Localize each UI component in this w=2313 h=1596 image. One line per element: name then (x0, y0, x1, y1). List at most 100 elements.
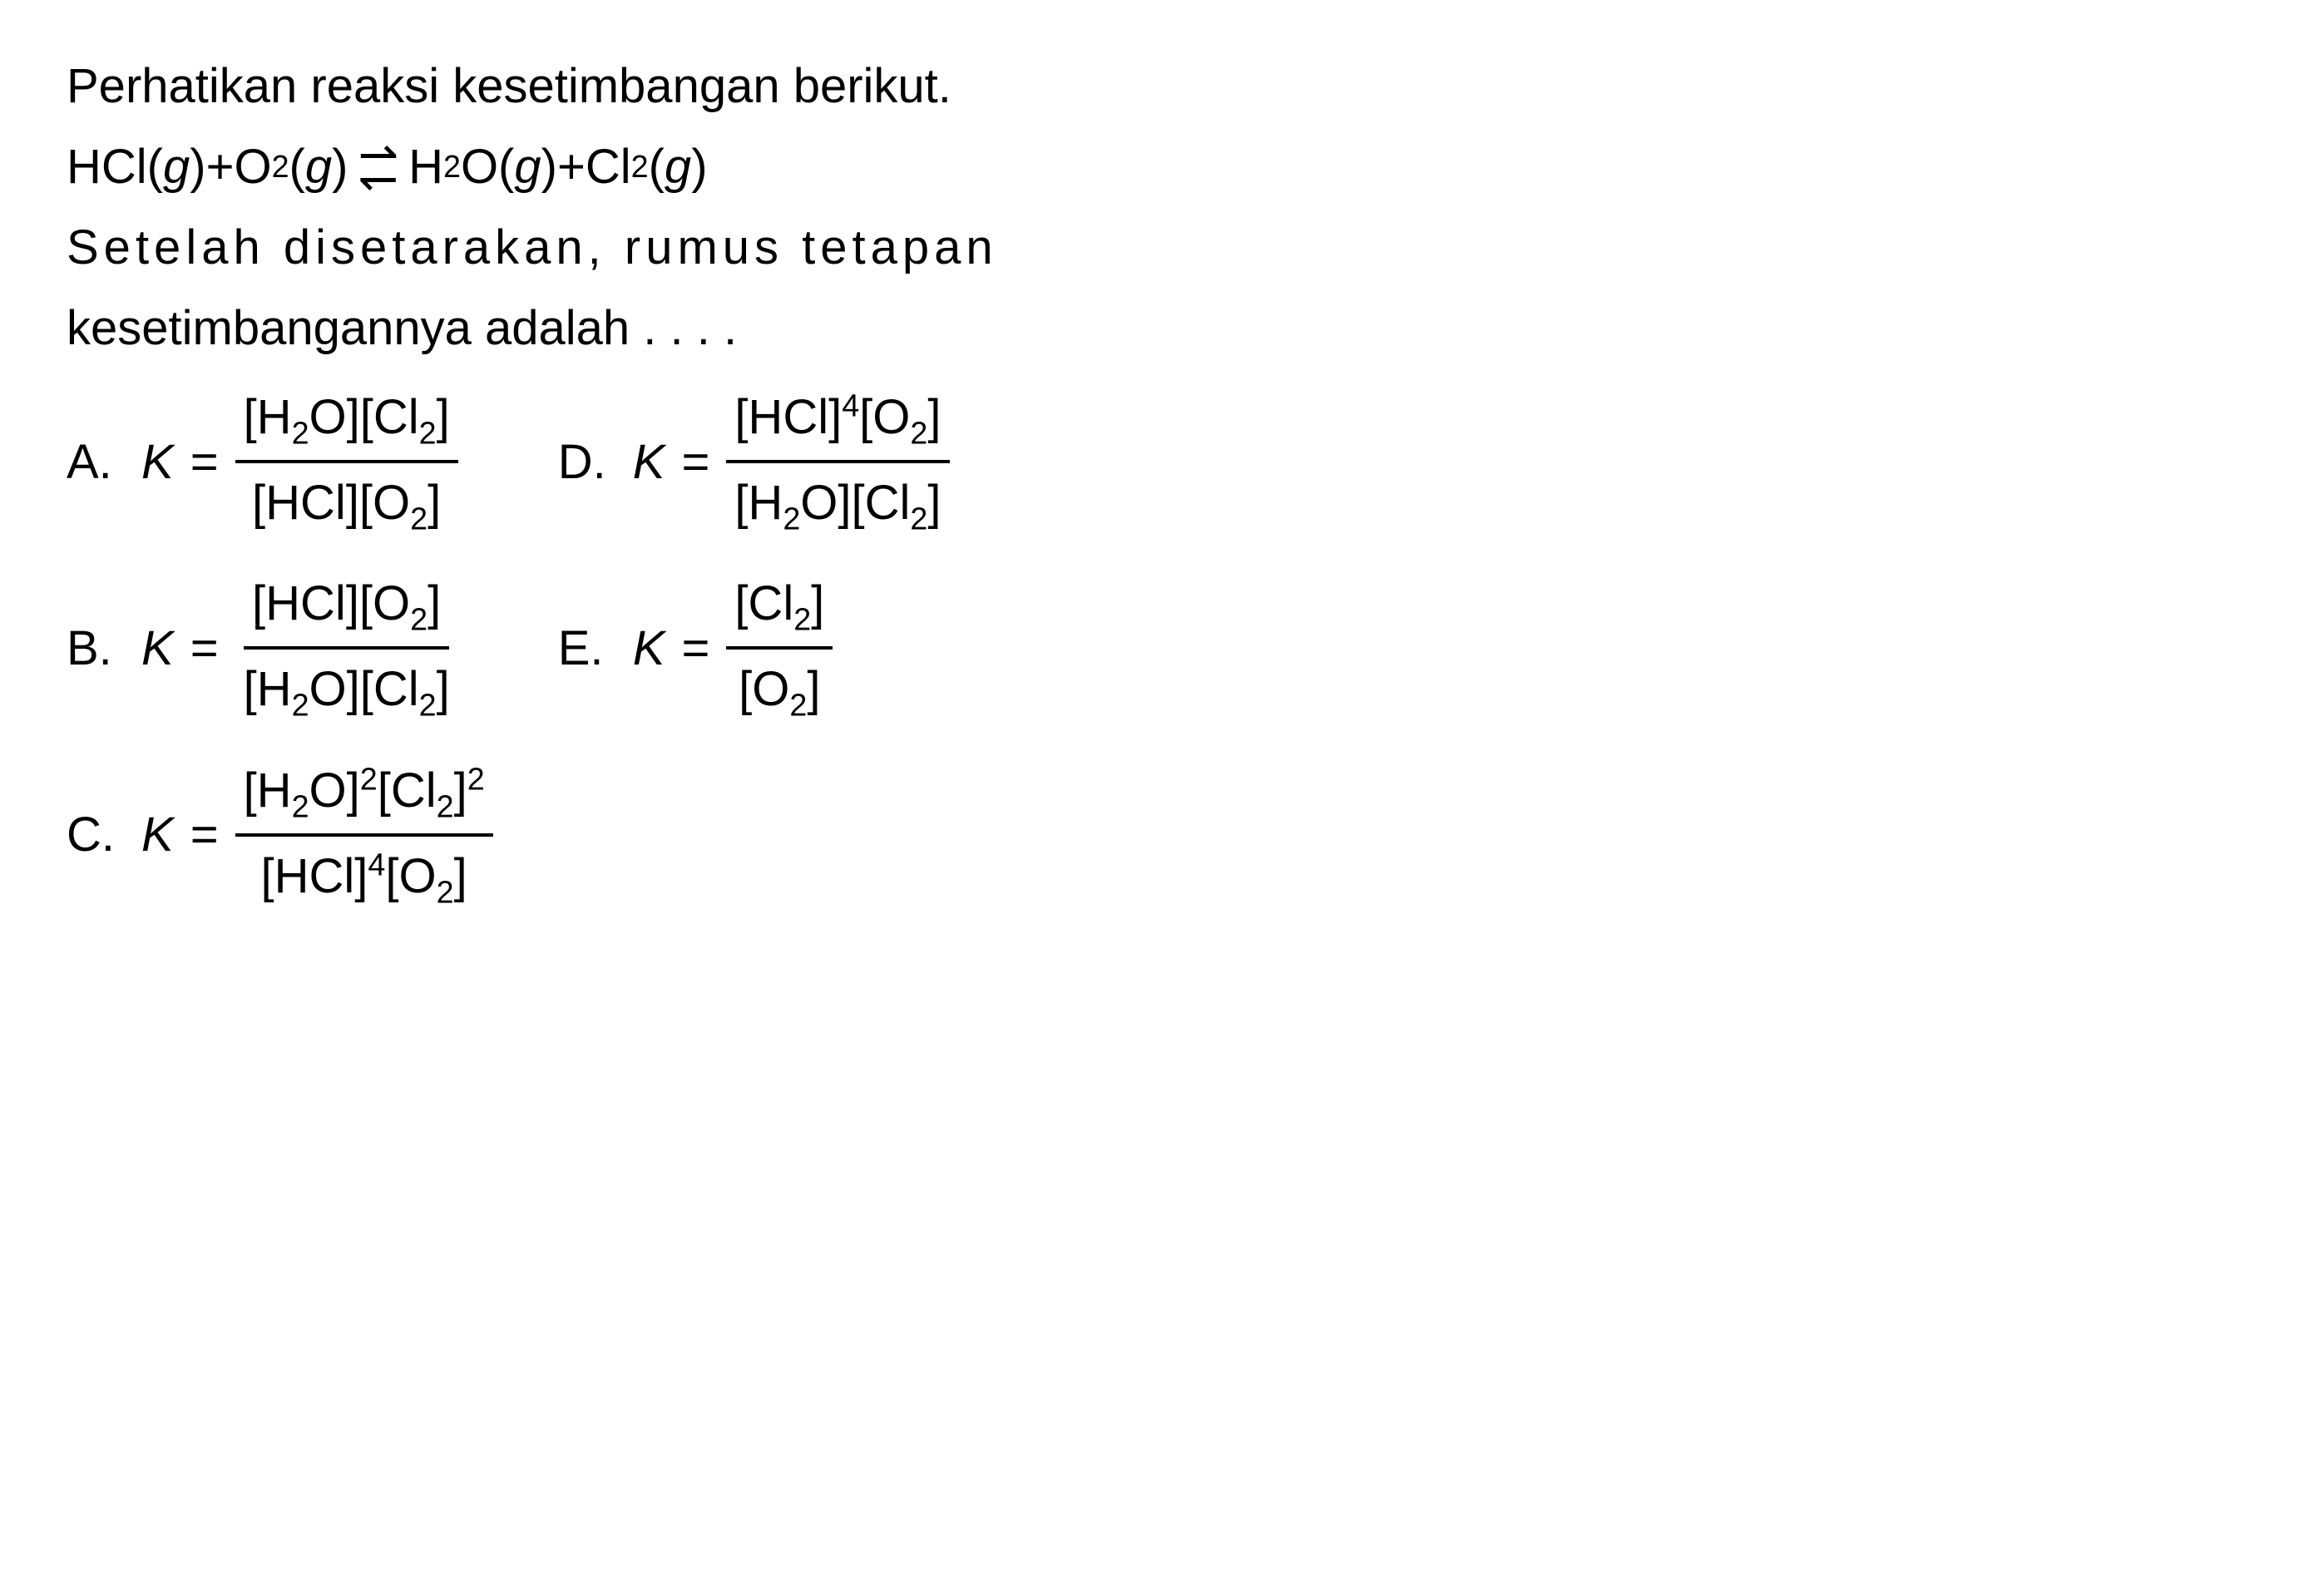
options-row-2: B. K = [HCl][O2] [H2O][Cl2] E. K = (67, 567, 2246, 729)
fraction-e: [Cl2] [O2] (726, 567, 833, 729)
txt: ] (927, 476, 941, 530)
option-c-expression: K = [H2O]2[Cl2]2 [HCl]4[O2] (141, 754, 493, 916)
numerator-e: [Cl2] (726, 567, 833, 650)
option-d: D. K = [HCl]4[O2] [H2O][Cl2] (558, 381, 950, 542)
sub: 2 (437, 874, 454, 909)
sup: 4 (368, 847, 385, 882)
sup: 4 (842, 388, 859, 423)
sub: 2 (910, 416, 927, 451)
option-e-expression: K = [Cl2] [O2] (633, 567, 833, 729)
txt: ] (454, 763, 467, 818)
txt: ] (454, 849, 467, 903)
equals-sign: = (190, 612, 219, 684)
product-h2o-c: ) (541, 131, 557, 203)
plus-2: + (557, 131, 586, 203)
txt: [O (739, 662, 789, 716)
txt: [Cl (734, 576, 793, 630)
sub: 2 (410, 502, 428, 536)
txt: ] (811, 576, 824, 630)
txt: ] (428, 476, 441, 530)
sub: 2 (789, 688, 807, 723)
sub-2: 2 (443, 143, 461, 190)
k-symbol: K (141, 612, 174, 684)
question-line-1: Perhatikan reaksi kesetimbangan berikut. (67, 50, 2246, 122)
txt: ] (437, 390, 450, 444)
txt: O][Cl (309, 662, 419, 716)
fraction-d: [HCl]4[O2] [H2O][Cl2] (726, 381, 949, 542)
txt: O] (309, 763, 360, 818)
question-line-2b: kesetimbangannya adalah . . . . (67, 292, 2246, 364)
option-e: E. K = [Cl2] [O2] (558, 567, 833, 729)
product-cl2-b: ( (649, 131, 665, 203)
equilibrium-arrows: ⇀ ↽ (358, 143, 398, 191)
denominator-c: [HCl]4[O2] (253, 837, 476, 916)
sub: 2 (292, 788, 309, 823)
question-line-2a: Setelah disetarakan, rumus tetapan (67, 211, 2246, 284)
sub: 2 (437, 788, 454, 823)
txt: [HCl] (261, 849, 368, 903)
product-h2o-b: O( (461, 131, 514, 203)
sup: 2 (467, 761, 485, 796)
sub: 2 (793, 602, 811, 637)
sub: 2 (419, 416, 437, 451)
sub: 2 (410, 602, 428, 637)
fraction-c: [H2O]2[Cl2]2 [HCl]4[O2] (235, 754, 493, 916)
equals-sign: = (190, 426, 219, 498)
state-g: g (163, 131, 190, 203)
k-symbol: K (141, 426, 174, 498)
option-letter-a: A. (67, 426, 116, 498)
k-symbol: K (141, 798, 174, 871)
option-letter-d: D. (558, 426, 608, 498)
product-h2o-a: H (408, 131, 443, 203)
sub-2: 2 (272, 143, 289, 190)
sup: 2 (360, 761, 378, 796)
sub-2: 2 (631, 143, 649, 190)
txt: [HCl][O (252, 576, 410, 630)
denominator-e: [O2] (730, 650, 828, 729)
sub: 2 (783, 502, 800, 536)
option-c: C. K = [H2O]2[Cl2]2 [HCl]4[O2] (67, 754, 493, 916)
sub: 2 (910, 502, 927, 536)
denominator-d: [H2O][Cl2] (726, 463, 949, 542)
options-row-1: A. K = [H2O][Cl2] [HCl][O2] D. K = (67, 381, 2246, 542)
option-letter-c: C. (67, 798, 116, 871)
state-g: g (665, 131, 691, 203)
txt: O][Cl (309, 390, 419, 444)
option-letter-e: E. (558, 612, 608, 684)
product-cl2-c: ) (691, 131, 707, 203)
txt: [H (244, 390, 292, 444)
txt: [Cl (378, 763, 437, 818)
sub: 2 (292, 688, 309, 723)
reactant-hcl: HCl( (67, 131, 163, 203)
txt: ] (437, 662, 450, 716)
state-g: g (514, 131, 541, 203)
reactant-o2-a: O (234, 131, 271, 203)
option-a: A. K = [H2O][Cl2] [HCl][O2] (67, 381, 458, 542)
options-container: A. K = [H2O][Cl2] [HCl][O2] D. K = (67, 381, 2246, 916)
sub: 2 (419, 688, 437, 723)
paren-close: ) (190, 131, 205, 203)
numerator-c: [H2O]2[Cl2]2 (235, 754, 493, 837)
k-symbol: K (633, 426, 665, 498)
k-symbol: K (633, 612, 665, 684)
denominator-b: [H2O][Cl2] (235, 650, 458, 729)
state-g: g (305, 131, 332, 203)
option-a-expression: K = [H2O][Cl2] [HCl][O2] (141, 381, 458, 542)
denominator-a: [HCl][O2] (244, 463, 449, 542)
numerator-d: [HCl]4[O2] (726, 381, 949, 463)
fraction-a: [H2O][Cl2] [HCl][O2] (235, 381, 458, 542)
txt: [H (244, 662, 292, 716)
option-d-expression: K = [HCl]4[O2] [H2O][Cl2] (633, 381, 950, 542)
txt: [HCl] (734, 390, 842, 444)
option-letter-b: B. (67, 612, 116, 684)
txt: ] (927, 390, 941, 444)
numerator-a: [H2O][Cl2] (235, 381, 458, 463)
txt: [HCl][O (252, 476, 410, 530)
txt: O][Cl (800, 476, 910, 530)
txt: [O (385, 849, 436, 903)
equals-sign: = (681, 612, 709, 684)
product-cl2-a: Cl (586, 131, 631, 203)
txt: ] (807, 662, 820, 716)
reaction-equation: HCl(g) + O2(g) ⇀ ↽ H2O(g) + Cl2(g) (67, 131, 2246, 203)
option-b: B. K = [HCl][O2] [H2O][Cl2] (67, 567, 458, 729)
